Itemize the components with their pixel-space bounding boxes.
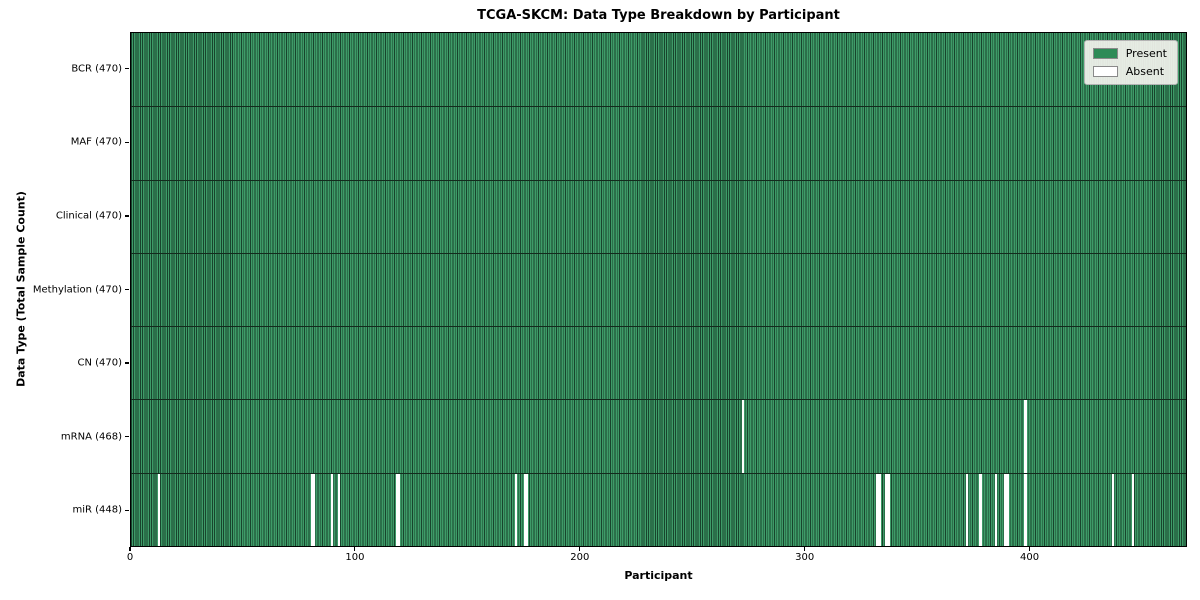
absent-cell [1024, 399, 1027, 473]
absent-cell [523, 472, 527, 546]
plot-area: Present Absent [130, 32, 1187, 547]
absent-cell [330, 472, 333, 546]
legend-item-absent: Absent [1092, 65, 1167, 78]
absent-cell [966, 472, 969, 546]
y-tick-mark [125, 68, 129, 70]
absent-cell [398, 472, 401, 546]
legend-label-absent: Absent [1125, 65, 1165, 78]
legend: Present Absent [1083, 40, 1178, 85]
row-separator [131, 399, 1186, 401]
y-tick-mark [125, 215, 129, 217]
absent-cell [526, 472, 529, 546]
row-separator [131, 252, 1186, 254]
absent-cell [514, 472, 518, 546]
row-separator [131, 106, 1186, 108]
y-tick-label: miR (448) [72, 504, 122, 516]
x-tick-mark [1028, 547, 1031, 551]
absent-cell [312, 472, 316, 546]
row-separator [131, 326, 1186, 328]
y-tick-mark [125, 288, 129, 291]
absent-cell [979, 472, 982, 546]
absent-cell [1004, 472, 1007, 546]
y-tick-mark [125, 141, 129, 143]
chart-title: TCGA-SKCM: Data Type Breakdown by Partic… [477, 8, 840, 23]
y-axis-label: Data Type (Total Sample Count) [14, 191, 28, 387]
x-tick-mark [354, 547, 356, 551]
y-tick-mark [125, 509, 129, 511]
absent-cell [995, 472, 998, 546]
x-tick-label: 100 [345, 552, 365, 563]
absent-cell [876, 472, 879, 546]
y-tick-label: BCR (470) [71, 63, 122, 75]
row-separator [131, 179, 1186, 181]
absent-cell [741, 399, 744, 473]
y-tick-label: CN (470) [77, 357, 122, 369]
x-tick-label: 200 [570, 552, 590, 563]
y-tick-label: MAF (470) [70, 136, 122, 148]
x-tick-label: 300 [795, 552, 815, 563]
y-tick-mark [125, 362, 129, 364]
absent-cell [1024, 472, 1027, 546]
x-tick-label: 0 [126, 552, 134, 563]
absent-cell [887, 472, 890, 546]
absent-cell [1132, 472, 1135, 546]
legend-label-present: Present [1125, 47, 1167, 60]
absent-cell [337, 472, 340, 546]
y-tick-mark [125, 436, 129, 438]
absent-cell [885, 472, 888, 546]
y-tick-label: Clinical (470) [55, 210, 122, 222]
x-tick-label: 400 [1020, 552, 1040, 563]
x-axis-label: Participant [624, 569, 693, 582]
x-tick-mark [579, 547, 581, 551]
absent-cell [1111, 472, 1115, 546]
absent-cell [310, 472, 313, 546]
present-swatch-icon [1092, 48, 1118, 59]
absent-cell [878, 472, 881, 546]
absent-cell [157, 472, 161, 546]
legend-item-present: Present [1092, 47, 1167, 60]
x-tick-mark [129, 547, 131, 551]
y-tick-label: mRNA (468) [60, 431, 122, 443]
row-separator [131, 472, 1186, 474]
absent-cell [1006, 472, 1009, 546]
y-tick-label: Methylation (470) [32, 284, 122, 295]
x-tick-mark [804, 547, 806, 551]
absent-cell [395, 472, 399, 546]
absent-swatch-icon [1092, 66, 1118, 77]
